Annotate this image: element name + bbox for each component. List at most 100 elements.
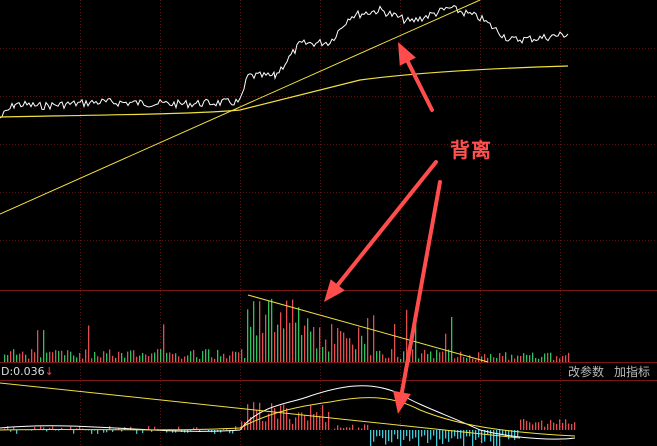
volume-bar [538,358,540,362]
macd-histogram-bar [388,430,390,442]
volume-bar [106,353,108,362]
volume-bar [205,349,207,362]
macd-histogram-bar [271,403,273,430]
volume-bar [358,327,360,362]
volume-bar [373,315,375,362]
macd-histogram-bar [346,427,348,430]
price-trend-line [0,0,481,215]
volume-bar [10,351,12,362]
macd-histogram-bar [226,429,228,430]
divergence-arrow-icon [393,180,442,414]
volume-bar [253,301,255,362]
volume-bar [133,350,135,362]
macd-histogram-bar [166,430,168,433]
volume-bar [505,352,507,362]
volume-bar [454,358,456,362]
volume-bar [559,358,561,362]
macd-histogram-bar [496,430,498,446]
macd-histogram-bar [10,430,12,432]
volume-bar [121,353,123,362]
volume-bar [568,352,570,362]
macd-histogram-bar [259,402,261,430]
macd-histogram-bar [454,430,456,437]
change-params-button[interactable]: 改参数 [568,365,605,379]
macd-histogram-bar [448,430,450,442]
macd-histogram-bar [502,430,504,435]
volume-bar [79,353,81,362]
add-indicator-button[interactable]: 加指标 [614,365,651,379]
macd-histogram-bar [337,425,339,430]
macd-histogram-bar [460,430,462,439]
macd-histogram-bar [40,426,42,430]
volume-bar [523,353,525,362]
volume-bar [22,351,24,362]
volume-bar [487,357,489,362]
volume-bar [64,355,66,362]
volume-bar [427,354,429,362]
volume-bar [130,350,132,362]
macd-histogram-bar [550,419,552,430]
volume-bar [436,349,438,362]
macd-histogram-bar [208,430,210,432]
macd-histogram-bar [436,430,438,446]
volume-bar [526,354,528,362]
volume-bar [403,351,405,362]
volume-trend-line [247,294,489,363]
macd-histogram-bar [241,421,243,430]
volume-bar [214,358,216,362]
volume-bar [484,354,486,362]
volume-bar [346,338,348,362]
volume-bar [157,349,159,362]
volume-bar [388,357,390,362]
macd-histogram-bar [568,423,570,430]
macd-histogram-bar [493,430,495,446]
macd-histogram-bar [421,430,423,437]
down-arrow-icon: ↓ [44,365,54,378]
macd-histogram-bar [559,419,561,430]
volume-bar [229,355,231,362]
macd-histogram-bar [253,402,255,430]
volume-bar [562,356,564,362]
macd-histogram-bar [562,422,564,430]
volume-bar [556,356,558,362]
volume-bar [493,357,495,362]
volume-bar [187,355,189,362]
macd-histogram-bar [304,415,306,430]
macd-histogram-bar [301,412,303,430]
volume-bar [517,355,519,362]
volume-bar [223,353,225,362]
volume-bar [439,352,441,362]
volume-bar [220,356,222,362]
macd-histogram-bar [364,424,366,430]
volume-bar [343,332,345,362]
volume-bar [406,309,408,362]
macd-histogram-bar [406,430,408,436]
volume-bar [334,343,336,362]
volume-bar [295,322,297,362]
volume-bar [337,328,339,362]
macd-histogram-bar [190,430,192,431]
macd-histogram-bar [232,430,234,434]
volume-bar [160,349,162,362]
volume-bar [7,355,9,362]
macd-histogram-bar [574,422,576,430]
volume-bar [265,314,267,362]
macd-histogram-bar [103,430,105,433]
volume-bar [289,322,291,362]
indicator-value-label: D:0.036↓ [1,365,54,379]
macd-histogram-bar [196,427,198,430]
macd-histogram-bar [91,430,93,434]
volume-bar [469,355,471,362]
volume-bar [457,357,459,362]
volume-bar [76,357,78,362]
volume-bar [514,358,516,362]
volume-bar [274,332,276,362]
macd-histogram-bar [178,426,180,430]
macd-histogram-bar [94,430,96,431]
macd-histogram-bar [523,419,525,430]
volume-bar [448,349,450,362]
macd-histogram-bar [298,412,300,430]
volume-bar [181,358,183,362]
volume-bar [40,357,42,362]
macd-histogram-bar [433,430,435,436]
